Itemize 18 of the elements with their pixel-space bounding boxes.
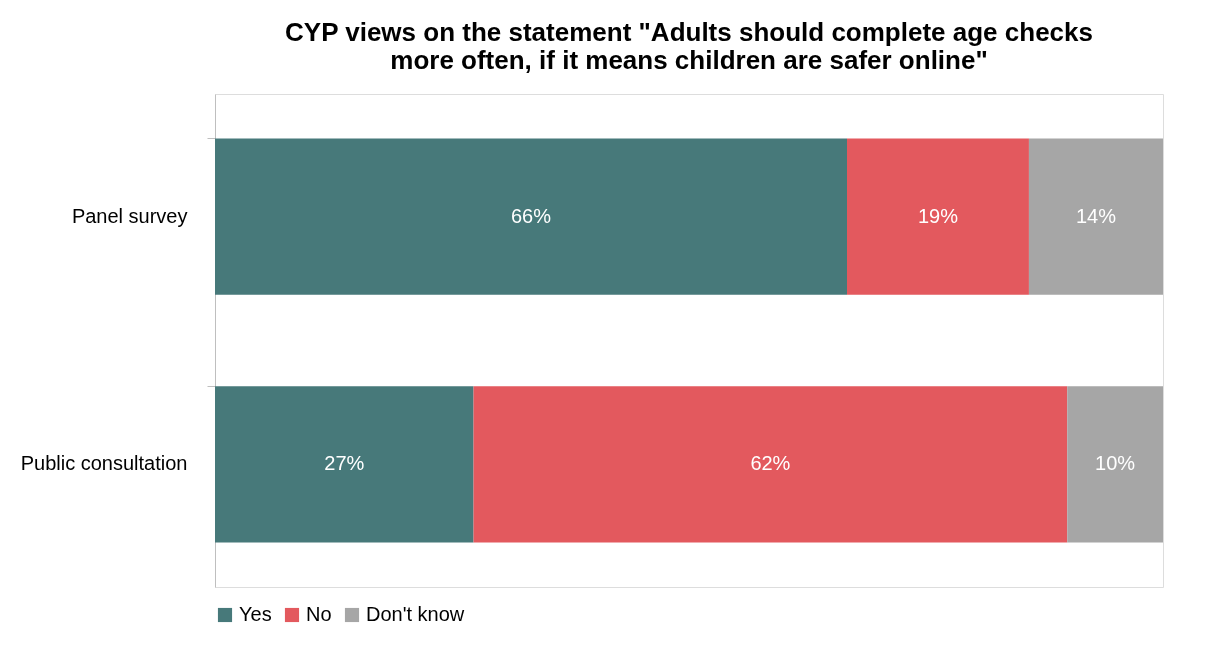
bar [1067, 386, 1163, 543]
bar [847, 138, 1029, 295]
data-label: 62% [750, 452, 791, 475]
bar [215, 138, 847, 295]
data-label: 66% [510, 204, 552, 227]
legend-label: Don't know [366, 603, 465, 625]
legend-label: No [306, 603, 332, 625]
bar [215, 386, 474, 543]
bar [473, 386, 1068, 543]
data-label: 27% [324, 452, 365, 475]
legend-label: Yes [239, 603, 272, 625]
chart-title: CYP views on the statement "Adults should complete age checks more often, if it means children are safer online" [285, 17, 1093, 75]
data-label: 10% [1095, 452, 1136, 475]
y-tick-label: Panel survey [71, 204, 188, 227]
data-label: 19% [917, 204, 959, 227]
bar [1028, 138, 1163, 295]
data-label: 14% [1075, 204, 1117, 227]
y-tick-label: Public consultation [20, 452, 188, 475]
